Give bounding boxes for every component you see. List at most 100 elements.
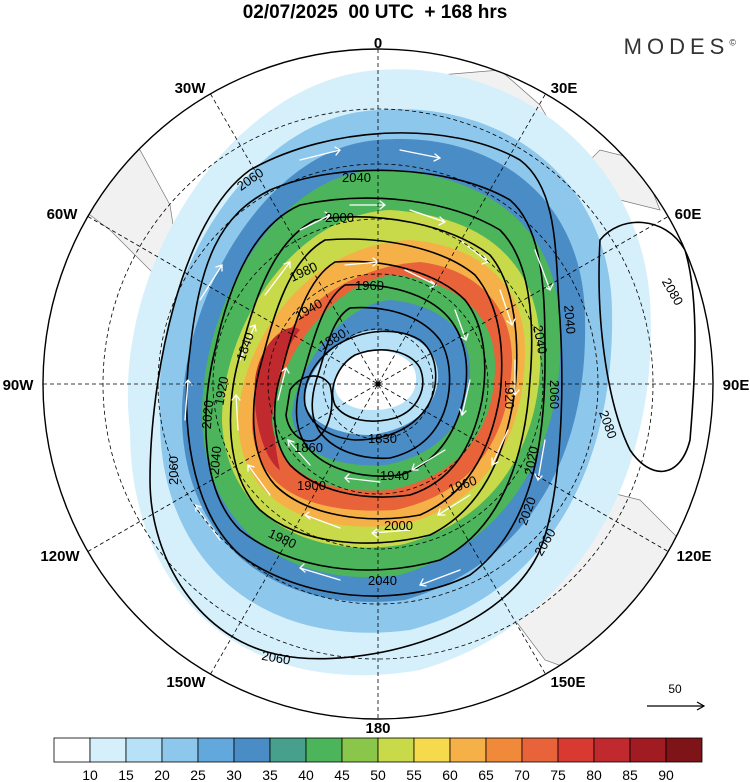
colorbar-tick-label: 20 xyxy=(154,767,170,782)
contour-1980 xyxy=(252,238,503,520)
colorbar-tick-label: 70 xyxy=(514,767,530,782)
colorbar-swatch xyxy=(341,737,379,763)
colorbar-swatch xyxy=(593,737,631,763)
map-boundary xyxy=(42,48,714,720)
colorbar-tick-label: 30 xyxy=(226,767,242,782)
contour-label: 2060 xyxy=(547,380,562,409)
contour-label: 1900 xyxy=(297,478,326,493)
colorbar-swatch xyxy=(89,737,127,763)
wind-arrow xyxy=(454,309,469,341)
wind-arrow xyxy=(344,473,381,483)
colorbar: 10 15 20 25 30 35 40 45 50 55 60 65 70 75 80 85 90 xyxy=(53,737,703,782)
colorbar-swatch xyxy=(629,737,667,763)
contour-2080 xyxy=(598,221,696,473)
wind-arrow xyxy=(409,209,447,226)
map-title: 02/07/2025 00 UTC + 168 hrs xyxy=(242,2,508,23)
contour-1900 xyxy=(303,330,437,441)
contour-1960 xyxy=(273,260,486,498)
colorbar-tick-label: 90 xyxy=(658,767,674,782)
colorbar-tick-label: 10 xyxy=(82,767,98,782)
colorbar-tick-label: 60 xyxy=(442,767,458,782)
lon-label-0: 0 xyxy=(374,35,382,52)
wind-arrow xyxy=(183,378,193,421)
colorbar-tick-label: 85 xyxy=(622,767,638,782)
graticule xyxy=(43,49,713,719)
colorbar-swatch xyxy=(125,737,163,763)
brand-mark: © xyxy=(729,37,736,48)
colorbar-tick-label: 15 xyxy=(118,767,134,782)
contour-label: 2020 xyxy=(199,400,216,430)
longitude-labels: 0 30E 60E 90E 120E 150E 180 150W 120W 90… xyxy=(3,35,750,737)
contour-label: 1920 xyxy=(502,380,517,409)
contour-label: 2020 xyxy=(521,445,541,476)
colorbar-swatch xyxy=(521,737,559,763)
colorbar-swatch xyxy=(233,737,271,763)
colorbar-tick-label: 40 xyxy=(298,767,314,782)
contour-label: 2040 xyxy=(530,324,550,355)
contour-label: 2000 xyxy=(325,210,354,225)
colorbar-swatch xyxy=(485,737,523,763)
contour-1920 xyxy=(311,306,451,460)
reference-vector-label: 50 xyxy=(668,682,682,696)
contour-2040 xyxy=(185,169,546,597)
lon-label-90w: 90W xyxy=(3,377,35,394)
wind-arrow xyxy=(459,379,471,417)
colorbar-tick-label: 50 xyxy=(370,767,386,782)
colorbar-swatch xyxy=(53,737,91,763)
lon-label-60e: 60E xyxy=(675,206,702,223)
wind-arrow xyxy=(299,563,341,581)
wind-arrow xyxy=(349,200,387,210)
wind-arrow xyxy=(404,269,438,289)
contour-label: 1940 xyxy=(380,468,409,483)
colorbar-tick-label: 65 xyxy=(478,767,494,782)
lon-label-30w: 30W xyxy=(175,80,207,97)
map-disc xyxy=(43,49,713,719)
lon-label-120e: 120E xyxy=(676,548,711,565)
colorbar-swatch xyxy=(161,737,199,763)
colorbar-tick-label: 80 xyxy=(586,767,602,782)
contour-label: 1830 xyxy=(368,431,397,446)
wind-arrow xyxy=(510,359,520,397)
wind-arrow xyxy=(299,146,341,161)
lon-label-180: 180 xyxy=(365,720,390,737)
reference-vector: 50 xyxy=(647,682,706,711)
colorbar-swatch xyxy=(305,737,343,763)
wind-arrow xyxy=(299,211,331,231)
brand-text: MODES xyxy=(623,34,730,59)
wind-arrow xyxy=(437,494,471,516)
lon-label-150w: 150W xyxy=(166,674,206,691)
height-contours xyxy=(149,132,696,660)
colorbar-swatch xyxy=(413,737,451,763)
wind-arrow xyxy=(303,511,341,529)
contour-label: 1960 xyxy=(355,278,384,293)
colorbar-swatch xyxy=(665,737,703,763)
contour-1940 xyxy=(295,283,468,477)
contour-1880 xyxy=(331,349,424,422)
colorbar-tick-label: 75 xyxy=(550,767,566,782)
lon-label-150e: 150E xyxy=(550,674,585,691)
colorbar-swatch xyxy=(377,737,415,763)
colorbar-swatch xyxy=(269,737,307,763)
wind-band-80 xyxy=(254,327,300,470)
wind-arrow xyxy=(411,449,446,471)
contour-1860 xyxy=(285,375,333,442)
colorbar-tick-label: 35 xyxy=(262,767,278,782)
contour-2060 xyxy=(149,132,563,660)
wind-arrow xyxy=(231,393,241,431)
latitude-circle xyxy=(322,328,434,440)
contour-label: 1920 xyxy=(211,375,231,406)
lon-label-60w: 60W xyxy=(47,206,79,223)
contour-2000 xyxy=(229,216,518,544)
colorbar-swatch xyxy=(197,737,235,763)
contour-label: 2040 xyxy=(368,573,397,588)
contour-label: 2060 xyxy=(260,648,291,668)
wind-arrow xyxy=(199,264,223,301)
contour-label: 2040 xyxy=(207,446,224,476)
modes-logo: MODES© xyxy=(624,34,736,60)
colorbar-swatch xyxy=(449,737,487,763)
contour-label: 2000 xyxy=(384,518,413,533)
contour-label: 2040 xyxy=(561,304,578,334)
wind-arrow xyxy=(534,439,546,482)
wind-arrow xyxy=(287,439,311,466)
